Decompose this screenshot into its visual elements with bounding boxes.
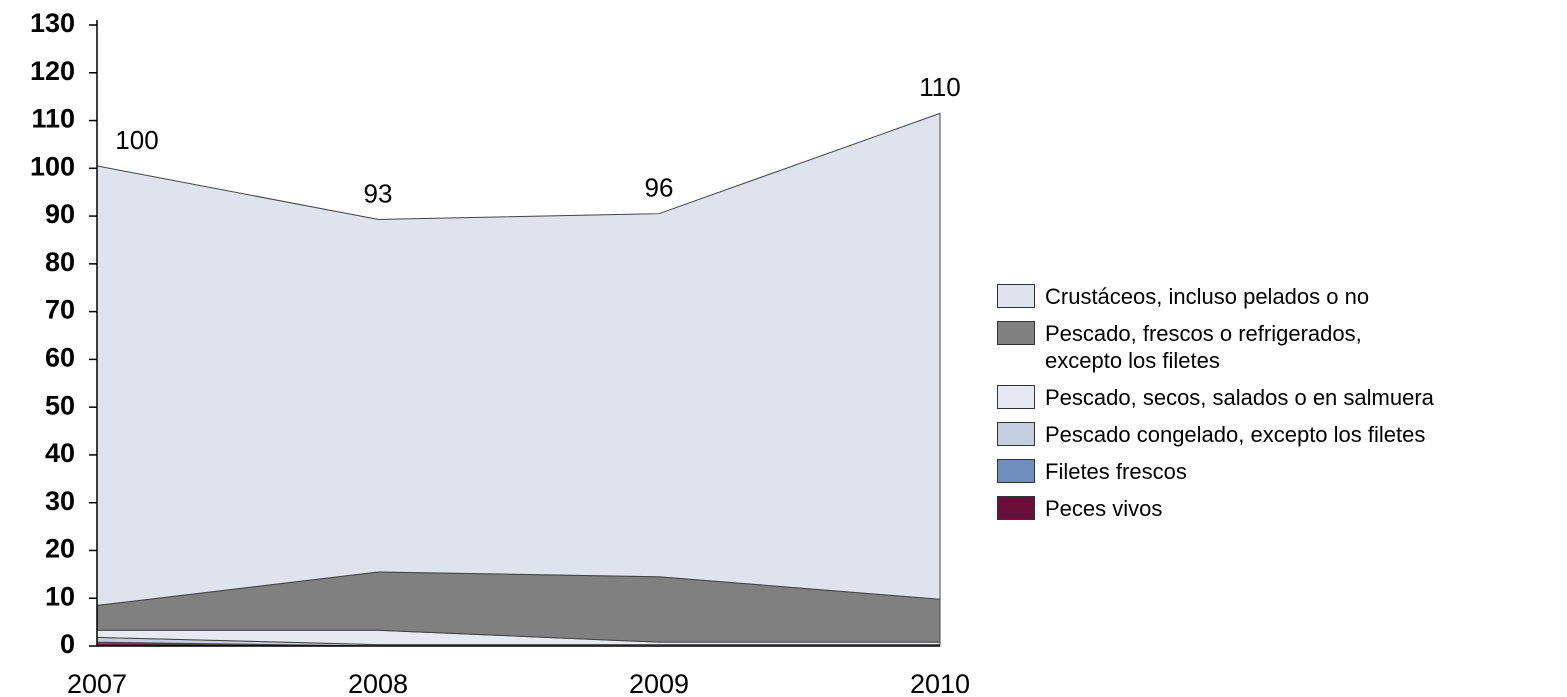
- y-tick-label: 130: [30, 8, 75, 38]
- y-tick-label: 30: [45, 486, 75, 516]
- legend-label: Filetes frescos: [1045, 459, 1187, 484]
- y-tick-label: 110: [31, 104, 75, 134]
- legend-swatch: [997, 496, 1035, 520]
- legend-swatch: [997, 284, 1035, 308]
- legend-swatch: [997, 422, 1035, 446]
- y-tick-label: 120: [30, 56, 75, 86]
- legend-swatch: [997, 459, 1035, 483]
- legend-label: Pescado, secos, salados o en salmuera: [1045, 385, 1434, 410]
- total-label: 110: [919, 72, 960, 102]
- area: [96, 112, 941, 606]
- y-tick-label: 100: [30, 151, 75, 181]
- legend-item: Crustáceos, incluso pelados o no: [997, 283, 1562, 310]
- y-tick-label: 40: [45, 438, 75, 468]
- legend-item: Filetes frescos: [997, 458, 1562, 485]
- total-label: 100: [115, 125, 158, 155]
- legend-label: Pescado, frescos o refrigerados, excepto…: [1045, 321, 1362, 373]
- legend: Crustáceos, incluso pelados o no Pescado,…: [997, 283, 1562, 532]
- y-tick-label: 90: [45, 199, 75, 229]
- x-tick-label: 2009: [629, 669, 689, 697]
- y-tick-label: 0: [60, 629, 75, 659]
- y-tick-label: 50: [45, 390, 75, 420]
- legend-item: Pescado congelado, excepto los filetes: [997, 421, 1562, 448]
- legend-swatch: [997, 385, 1035, 409]
- x-tick-label: 2007: [67, 669, 127, 697]
- legend-label: Pescado congelado, excepto los filetes: [1045, 422, 1426, 447]
- total-label: 93: [364, 178, 393, 208]
- total-label: 96: [645, 173, 674, 203]
- legend-item: Pescado, secos, salados o en salmuera: [997, 384, 1562, 411]
- legend-label: Crustáceos, incluso pelados o no: [1045, 284, 1370, 309]
- legend-swatch: [997, 321, 1035, 345]
- x-tick-label: 2008: [348, 669, 408, 697]
- y-tick-label: 20: [45, 534, 75, 564]
- y-tick-label: 80: [45, 247, 75, 277]
- y-tick-label: 70: [45, 295, 75, 325]
- legend-item: Peces vivos: [997, 495, 1562, 522]
- y-tick-label: 60: [45, 343, 75, 373]
- legend-label: Peces vivos: [1045, 496, 1163, 521]
- y-tick-label: 10: [45, 581, 75, 611]
- x-tick-label: 2010: [910, 669, 970, 697]
- legend-item: Pescado, frescos o refrigerados, excepto…: [997, 320, 1562, 374]
